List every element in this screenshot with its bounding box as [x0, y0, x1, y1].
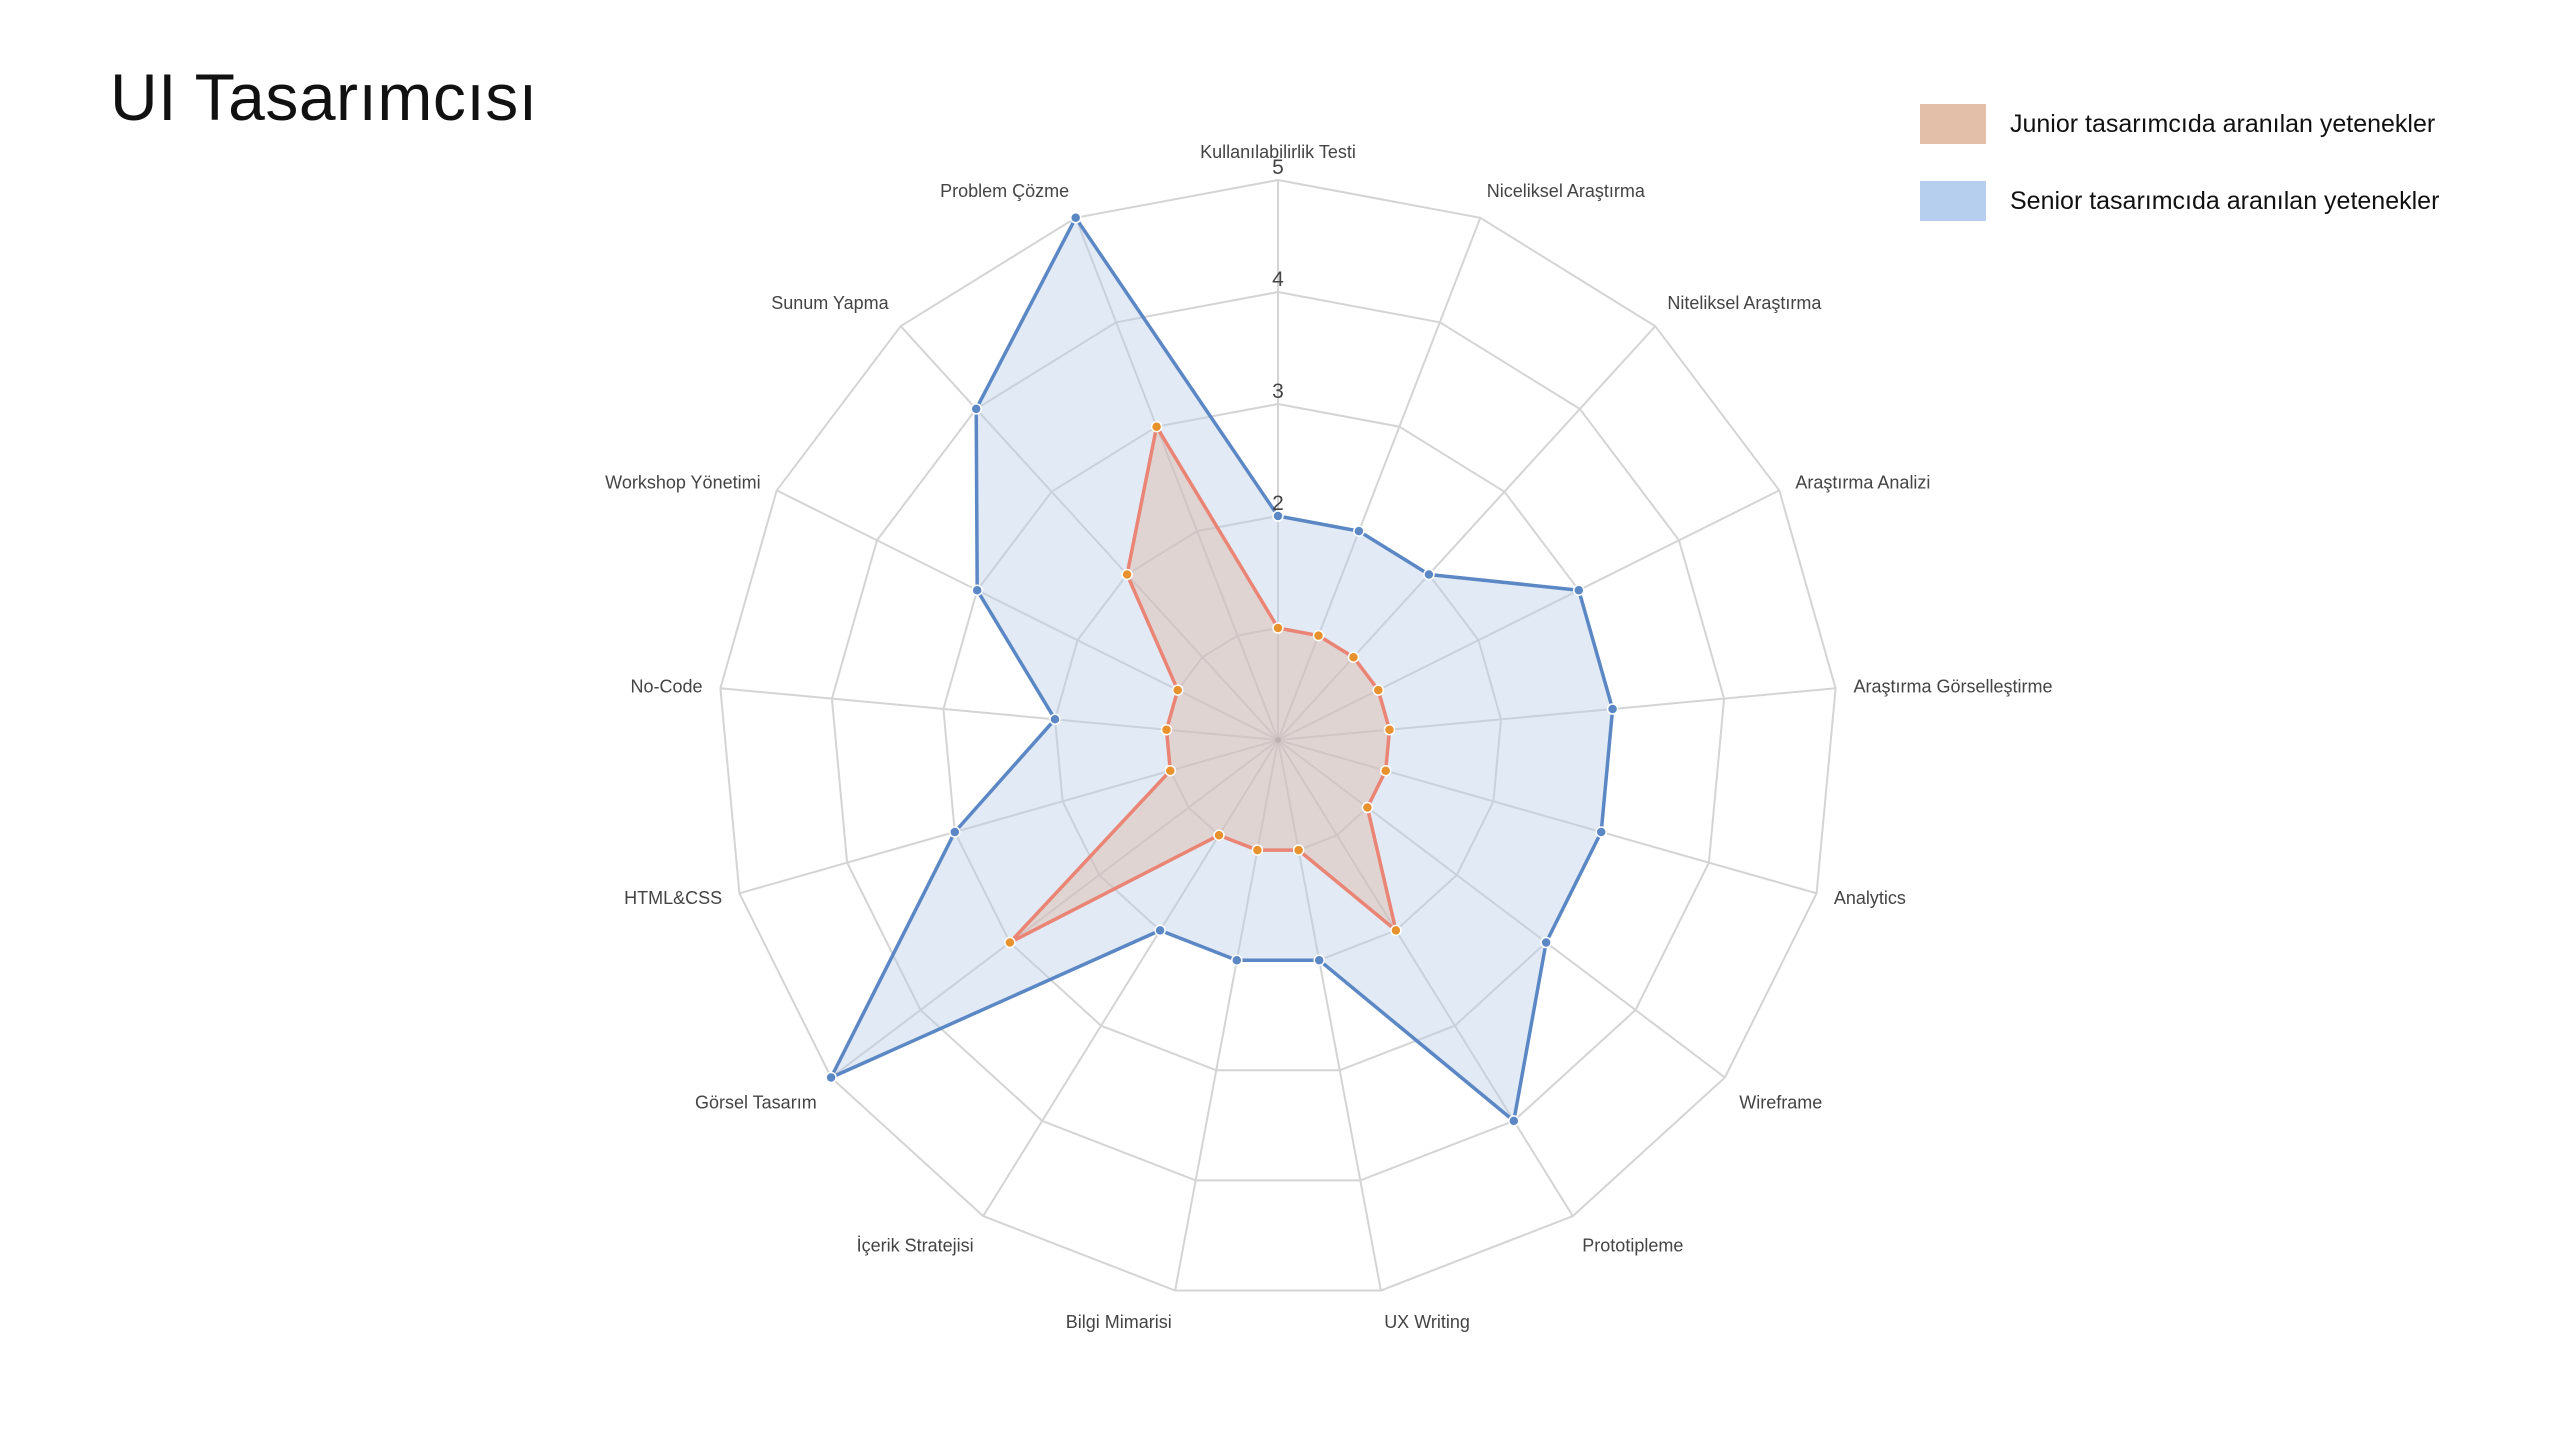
- axis-label-6: Wireframe: [1739, 1092, 1822, 1112]
- grid-spoke: [1277, 739, 1382, 1291]
- series-point-0-9: [1231, 954, 1243, 966]
- grid-spoke: [1277, 739, 1817, 895]
- series-point-0-3: [1573, 584, 1585, 596]
- grid-spoke: [830, 739, 1279, 1079]
- axis-label-3: Araştırma Analizi: [1795, 472, 1930, 492]
- series-point-0-1: [1353, 525, 1365, 537]
- axis-label-13: No-Code: [630, 677, 702, 697]
- axis-label-12: HTML&CSS: [624, 888, 722, 908]
- grid-spoke: [1277, 325, 1657, 741]
- series-point-0-2: [1423, 568, 1435, 581]
- series-point-1-5: [1379, 764, 1392, 777]
- tick-label: 5: [1272, 156, 1284, 179]
- legend-label-junior: Junior tasarımcıda aranılan yetenekler: [2010, 109, 2436, 138]
- grid-ring: [942, 402, 1614, 1072]
- grid-spoke: [1277, 687, 1836, 741]
- series-point-0-10: [1154, 924, 1166, 937]
- series-point-1-6: [1361, 801, 1374, 814]
- series-point-1-11: [1004, 936, 1016, 949]
- series-point-0-15: [970, 403, 982, 415]
- grid-spoke: [1277, 217, 1482, 741]
- grid-spoke: [776, 489, 1279, 741]
- series-point-1-16: [1150, 420, 1163, 433]
- series-area-1: [1008, 424, 1398, 945]
- page-title: UI Tasarımcısı: [110, 60, 538, 134]
- series-point-0-6: [1540, 936, 1552, 949]
- axis-label-8: UX Writing: [1384, 1312, 1470, 1332]
- series-point-0-5: [1595, 826, 1607, 838]
- series-point-1-13: [1160, 723, 1173, 736]
- axis-label-4: Araştırma Görselleştirme: [1854, 677, 2053, 697]
- legend-item-senior: Senior tasarımcıda aranılan yetenekler: [1920, 181, 2520, 221]
- tick-label: 4: [1272, 268, 1284, 291]
- series-point-1-15: [1121, 568, 1133, 581]
- grid-spoke: [1277, 739, 1574, 1217]
- axis-label-10: İçerik Stratejisi: [857, 1235, 974, 1255]
- series-area-0: [829, 216, 1615, 1123]
- grid-spoke: [1277, 739, 1726, 1079]
- axis-label-14: Workshop Yönetimi: [605, 472, 760, 492]
- series-point-0-0: [1272, 510, 1284, 522]
- series-point-1-0: [1272, 622, 1284, 634]
- axis-label-15: Sunum Yapma: [771, 293, 889, 313]
- legend-swatch-senior: [1920, 181, 1986, 221]
- series-point-1-4: [1383, 723, 1396, 736]
- grid-spoke: [1277, 489, 1780, 741]
- legend-item-junior: Junior tasarımcıda aranılan yetenekler: [1920, 104, 2520, 144]
- grid-spoke: [899, 325, 1279, 741]
- grid-spoke: [1174, 739, 1279, 1291]
- grid-spoke: [982, 739, 1279, 1217]
- series-point-0-4: [1606, 703, 1619, 715]
- center-point: [1275, 737, 1281, 743]
- series-point-0-8: [1313, 954, 1325, 966]
- series-point-0-14: [971, 584, 983, 596]
- tick-label: 3: [1272, 380, 1284, 403]
- series-point-0-7: [1508, 1115, 1520, 1127]
- axis-label-1: Niceliksel Araştırma: [1487, 181, 1646, 201]
- legend-swatch-junior: [1920, 104, 1986, 144]
- radar-series: [825, 212, 1619, 1127]
- grid-spoke: [720, 687, 1279, 741]
- axis-label-11: Görsel Tasarım: [695, 1092, 817, 1112]
- grid-spoke: [1074, 217, 1279, 741]
- radar-grid: [719, 178, 1837, 1292]
- grid-ring: [719, 178, 1837, 1292]
- series-point-1-3: [1372, 684, 1385, 696]
- series-point-1-10: [1213, 829, 1225, 841]
- series-point-1-14: [1171, 684, 1184, 696]
- legend-label-senior: Senior tasarımcıda aranılan yetenekler: [2010, 186, 2440, 215]
- series-point-1-1: [1312, 629, 1325, 642]
- series-point-0-13: [1049, 713, 1061, 726]
- axis-label-2: Niteliksel Araştırma: [1667, 293, 1822, 313]
- axis-label-9: Bilgi Mimarisi: [1066, 1312, 1172, 1332]
- series-point-1-2: [1347, 651, 1360, 663]
- axis-label-5: Analytics: [1834, 888, 1906, 908]
- series-point-1-8: [1292, 844, 1305, 856]
- series-point-1-7: [1390, 924, 1402, 937]
- tick-label: 2: [1272, 492, 1284, 515]
- series-point-1-12: [1164, 764, 1177, 777]
- series-point-0-12: [949, 826, 961, 838]
- axis-label-16: Problem Çözme: [940, 181, 1069, 201]
- axis-label-7: Prototipleme: [1582, 1235, 1683, 1255]
- chart-legend: Junior tasarımcıda aranılan yetenekler S…: [1920, 104, 2520, 258]
- grid-ring: [830, 290, 1726, 1182]
- grid-spoke: [739, 739, 1279, 895]
- series-point-1-9: [1251, 844, 1264, 856]
- series-point-0-11: [825, 1071, 837, 1084]
- series-point-0-16: [1069, 212, 1082, 224]
- axis-label-0: Kullanılabilirlik Testi: [1200, 142, 1356, 162]
